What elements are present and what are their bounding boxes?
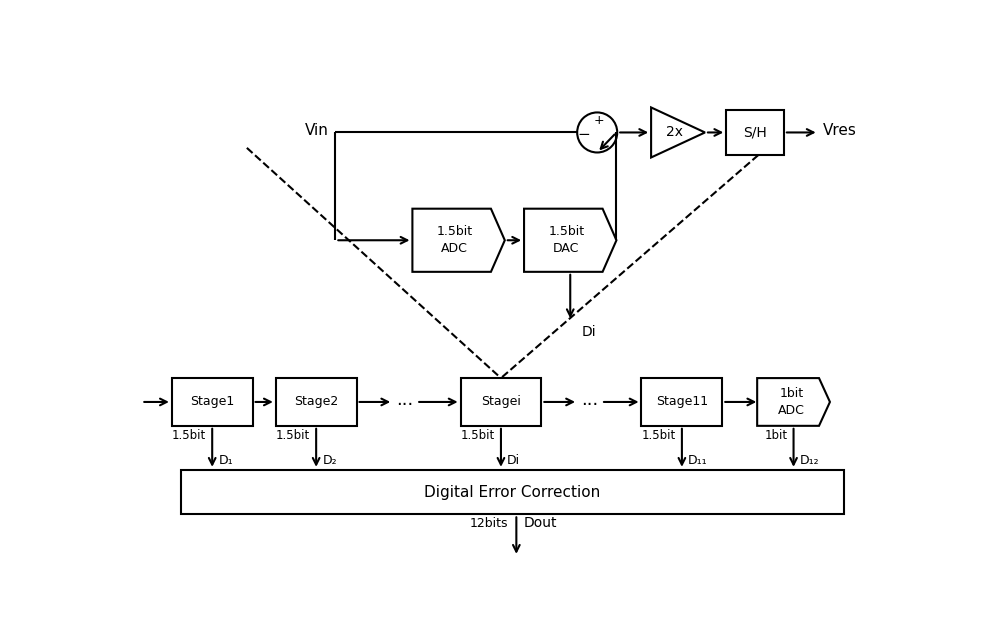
Text: ...: ...	[581, 391, 598, 409]
Text: 1.5bit: 1.5bit	[641, 429, 676, 442]
Text: 1.5bit: 1.5bit	[461, 429, 495, 442]
Text: 1bit
ADC: 1bit ADC	[778, 387, 805, 417]
Text: D₁₂: D₁₂	[800, 454, 819, 467]
Circle shape	[577, 113, 617, 152]
Text: 1.5bit: 1.5bit	[276, 429, 310, 442]
Text: 1.5bit: 1.5bit	[172, 429, 206, 442]
Text: Vres: Vres	[822, 123, 856, 138]
Text: 1.5bit
ADC: 1.5bit ADC	[437, 225, 473, 255]
Polygon shape	[412, 209, 505, 272]
Bar	[276, 378, 357, 426]
Text: S/H: S/H	[743, 125, 767, 140]
Text: Stage11: Stage11	[656, 396, 708, 408]
Polygon shape	[757, 378, 830, 426]
Text: D₁₁: D₁₁	[688, 454, 708, 467]
Text: D₂: D₂	[322, 454, 337, 467]
Text: 12bits: 12bits	[470, 518, 509, 530]
Text: +: +	[593, 114, 604, 126]
Bar	[641, 378, 722, 426]
Text: Digital Error Correction: Digital Error Correction	[424, 484, 601, 499]
Text: ...: ...	[396, 391, 413, 409]
Text: 1bit: 1bit	[764, 429, 787, 442]
Bar	[726, 110, 784, 155]
Text: Di: Di	[582, 325, 596, 339]
Text: Stage2: Stage2	[294, 396, 338, 408]
Bar	[461, 378, 541, 426]
Bar	[181, 470, 844, 515]
Polygon shape	[651, 108, 705, 157]
Text: Di: Di	[507, 454, 520, 467]
Polygon shape	[524, 209, 616, 272]
Text: Dout: Dout	[524, 516, 558, 530]
Text: Stagei: Stagei	[481, 396, 521, 408]
Bar	[172, 378, 253, 426]
Text: Vin: Vin	[305, 123, 329, 138]
Text: 1.5bit
DAC: 1.5bit DAC	[548, 225, 584, 255]
Text: 2x: 2x	[666, 125, 683, 140]
Text: Stage1: Stage1	[190, 396, 234, 408]
Text: D₁: D₁	[218, 454, 233, 467]
Text: −: −	[577, 127, 590, 142]
